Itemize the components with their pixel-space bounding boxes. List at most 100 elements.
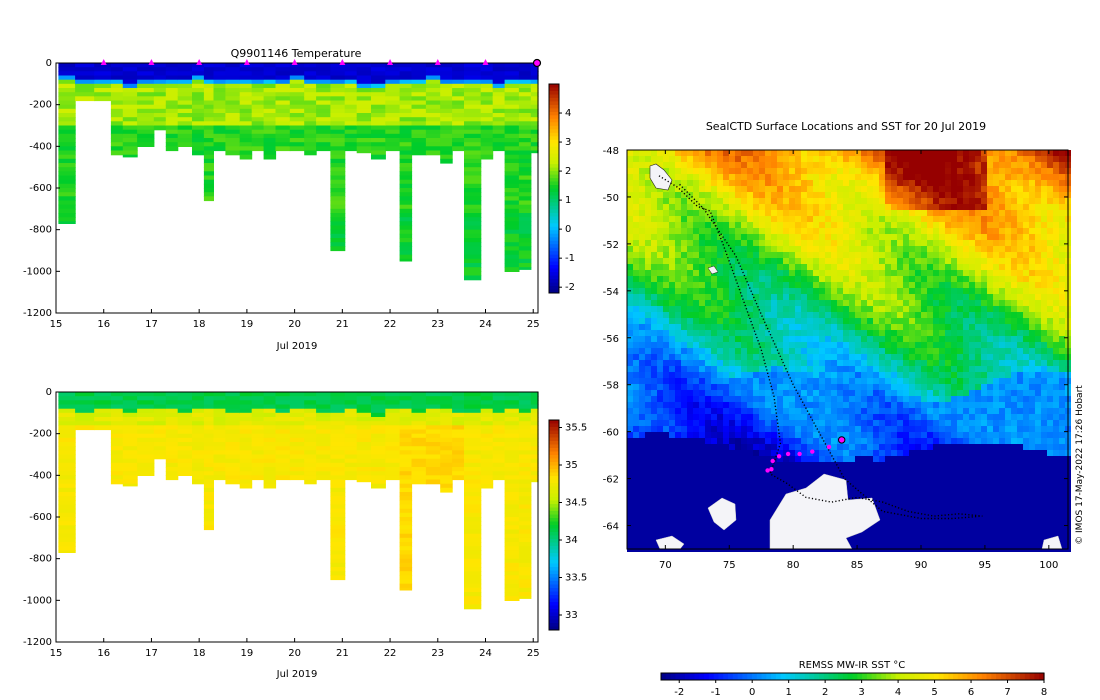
y-tick-label: -800 xyxy=(29,225,52,236)
x-tick-label: 19 xyxy=(241,648,254,659)
sst-map-panel: SealCTD Surface Locations and SST for 20… xyxy=(603,120,1085,698)
salinity-colorbar-frame xyxy=(548,419,560,631)
x-tick-label: 17 xyxy=(145,648,158,659)
x-tick-label: 22 xyxy=(384,648,397,659)
map-title: SealCTD Surface Locations and SST for 20… xyxy=(706,120,986,133)
temperature-x-axis: 15 16 17 18 19 20 21 22 23 24 25 xyxy=(50,309,540,330)
lat-tick-label: -60 xyxy=(603,428,619,439)
y-tick-label: 0 xyxy=(46,58,52,69)
salinity-y-axis: 0 -200 -400 -600 -800 -1000 -1200 xyxy=(23,387,60,648)
y-tick-label: -1200 xyxy=(23,637,52,648)
heard-island xyxy=(707,265,719,275)
temperature-heatmap xyxy=(58,63,539,281)
temperature-colorbar-frame xyxy=(548,83,560,294)
lat-tick-label: -50 xyxy=(603,193,619,204)
day-marker xyxy=(482,59,489,65)
day-marker xyxy=(291,59,298,65)
x-tick-label: 20 xyxy=(288,319,301,330)
kerguelen-island xyxy=(649,163,673,191)
colorbar-tick-label: -1 xyxy=(565,253,575,264)
colorbar-tick-label: 1 xyxy=(565,195,571,206)
sst-colorbar-tick-label: 8 xyxy=(1041,687,1047,698)
sst-colorbar-tick-label: 1 xyxy=(785,687,791,698)
y-tick-label: -1000 xyxy=(23,266,52,277)
x-tick-label: 15 xyxy=(50,319,63,330)
x-tick-label: 24 xyxy=(479,319,492,330)
colorbar-tick-label: 35 xyxy=(565,460,578,471)
y-tick-label: -200 xyxy=(29,100,52,111)
x-tick-label: 17 xyxy=(145,319,158,330)
salinity-colorbar: 35.5 35 34.5 34 33.5 33 xyxy=(548,419,587,631)
sst-colorbar-tick-label: 0 xyxy=(749,687,755,698)
y-tick-label: -400 xyxy=(29,141,52,152)
y-tick-label: -200 xyxy=(29,429,52,440)
temperature-y-axis: 0 -200 -400 -600 -800 -1000 -1200 xyxy=(23,58,60,319)
lon-tick-label: 70 xyxy=(659,560,672,571)
x-tick-label: 21 xyxy=(336,648,349,659)
sst-colorbar-tick-label: 3 xyxy=(858,687,864,698)
x-tick-label: 16 xyxy=(97,648,110,659)
lat-tick-label: -58 xyxy=(603,381,619,392)
surface-location xyxy=(826,444,832,450)
y-tick-label: -800 xyxy=(29,554,52,565)
recent-surface-locations xyxy=(765,436,846,473)
surface-location xyxy=(769,467,774,472)
day-marker xyxy=(434,59,441,65)
lon-tick-label: 100 xyxy=(1039,560,1058,571)
x-tick-label: 20 xyxy=(288,648,301,659)
colorbar-tick-label: 0 xyxy=(565,224,571,235)
x-tick-label: 23 xyxy=(431,648,444,659)
y-tick-label: -600 xyxy=(29,183,52,194)
seal-track xyxy=(658,175,983,520)
colorbar-tick-label: 2 xyxy=(565,166,571,177)
surface-location xyxy=(810,449,815,454)
colorbar-tick-label: 34.5 xyxy=(565,498,587,509)
day-marker xyxy=(243,59,250,65)
sst-colorbar: -2 -1 0 1 2 3 4 5 6 7 8 xyxy=(660,672,1047,698)
colorbar-tick-label: 3 xyxy=(565,137,571,148)
day-marker xyxy=(196,59,203,65)
sst-colorbar-tick-label: -2 xyxy=(674,687,684,698)
surface-location xyxy=(776,454,782,459)
sst-colorbar-tick-label: 2 xyxy=(822,687,828,698)
colorbar-tick-label: 35.5 xyxy=(565,423,587,434)
sst-colorbar-tick-label: 7 xyxy=(1004,687,1010,698)
temperature-colorbar: 4 3 2 1 0 -1 -2 xyxy=(548,83,575,294)
temperature-section-panel: Q9901146 Temperature 15 16 17 18 19 20 21 22 23 2… xyxy=(23,47,575,352)
lat-tick-label: -52 xyxy=(603,240,619,251)
x-tick-label: 18 xyxy=(193,648,206,659)
surface-location xyxy=(770,458,775,464)
surface-location xyxy=(785,451,791,457)
lat-tick-label: -64 xyxy=(603,522,619,533)
x-tick-label: 21 xyxy=(336,319,349,330)
x-tick-label: 23 xyxy=(431,319,444,330)
temperature-x-label: Jul 2019 xyxy=(276,341,318,352)
sst-colorbar-tick-label: 6 xyxy=(968,687,974,698)
lat-tick-label: -56 xyxy=(603,334,619,345)
colorbar-tick-label: 4 xyxy=(565,108,571,119)
colorbar-tick-label: -2 xyxy=(565,282,575,293)
sst-colorbar-label: REMSS MW-IR SST °C xyxy=(799,660,906,671)
x-tick-label: 22 xyxy=(384,319,397,330)
salinity-x-label: Jul 2019 xyxy=(276,669,318,680)
lon-tick-label: 90 xyxy=(915,560,928,571)
x-tick-label: 15 xyxy=(50,648,63,659)
surface-location xyxy=(797,451,802,457)
sst-colorbar-tick-label: -1 xyxy=(711,687,721,698)
x-tick-label: 25 xyxy=(527,648,540,659)
x-tick-label: 24 xyxy=(479,648,492,659)
latest-location xyxy=(838,436,846,444)
lat-tick-label: -48 xyxy=(603,146,619,157)
day-marker xyxy=(148,59,155,65)
x-tick-label: 18 xyxy=(193,319,206,330)
profile-day-markers xyxy=(100,58,542,68)
current-profile-marker xyxy=(532,58,542,68)
map-frame xyxy=(626,149,1069,550)
longitude-axis: 70 75 80 85 90 95 100 xyxy=(659,150,1058,571)
x-tick-label: 19 xyxy=(241,319,254,330)
sst-field xyxy=(627,150,1071,552)
temperature-title: Q9901146 Temperature xyxy=(231,47,362,60)
colorbar-tick-label: 34 xyxy=(565,535,578,546)
lon-tick-label: 75 xyxy=(723,560,736,571)
